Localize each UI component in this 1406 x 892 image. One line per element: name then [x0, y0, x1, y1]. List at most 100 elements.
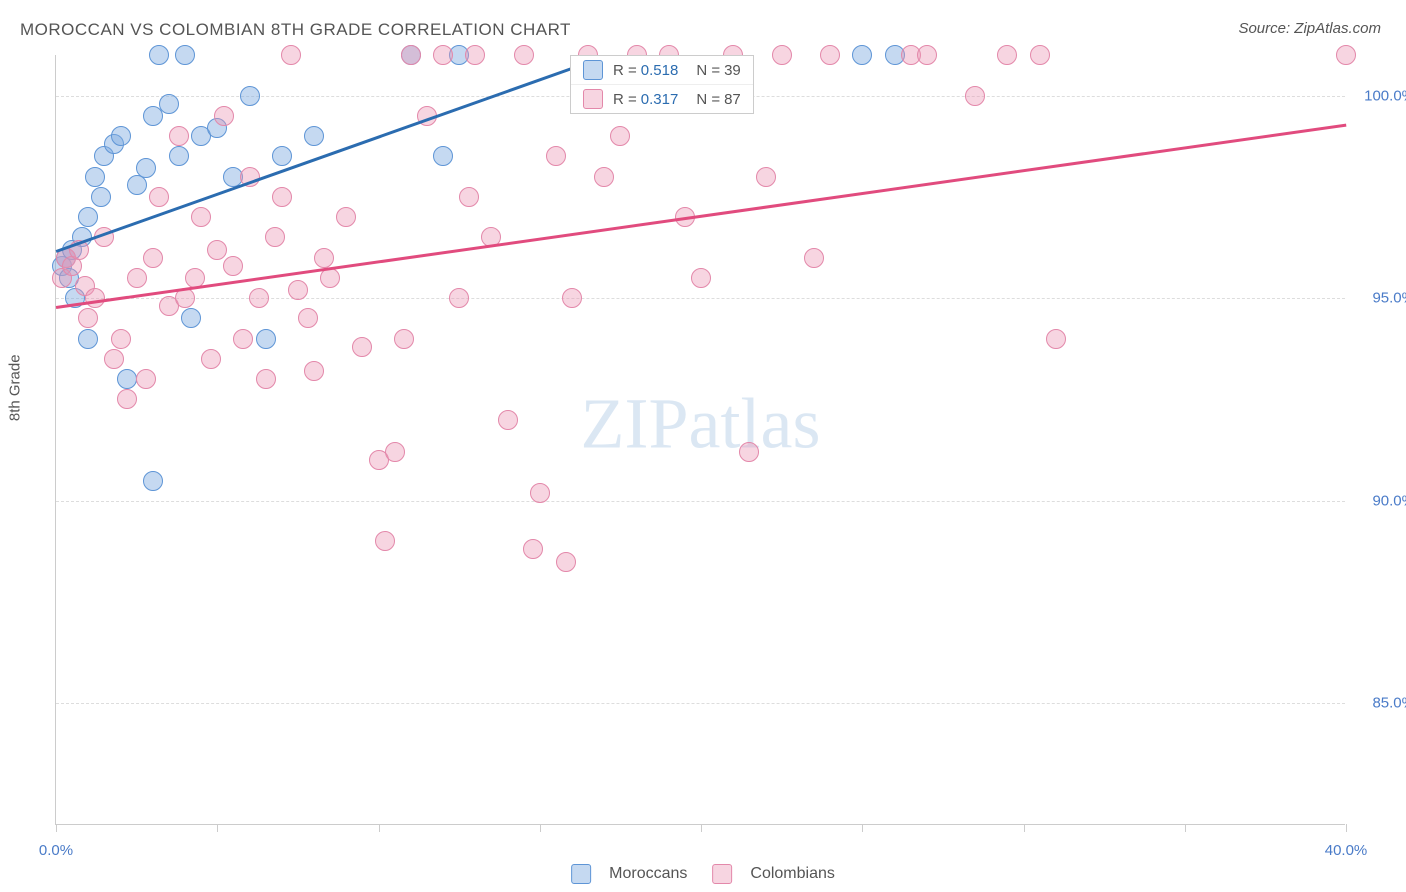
scatter-point — [256, 329, 276, 349]
x-tick — [540, 824, 541, 832]
scatter-point — [191, 207, 211, 227]
scatter-point — [169, 146, 189, 166]
watermark: ZIPatlas — [581, 383, 821, 466]
legend-swatch — [712, 864, 732, 884]
scatter-point — [314, 248, 334, 268]
scatter-point — [594, 167, 614, 187]
legend-swatch — [571, 864, 591, 884]
scatter-point — [498, 410, 518, 430]
scatter-point — [256, 369, 276, 389]
scatter-point — [433, 45, 453, 65]
scatter-point — [352, 337, 372, 357]
scatter-point — [1046, 329, 1066, 349]
x-tick-label: 0.0% — [39, 842, 73, 859]
scatter-point — [965, 86, 985, 106]
scatter-point — [530, 483, 550, 503]
scatter-point — [143, 471, 163, 491]
legend-row: R = 0.317 N = 87 — [571, 85, 753, 113]
scatter-point — [85, 288, 105, 308]
gridline — [56, 501, 1345, 502]
n-value: 87 — [724, 91, 741, 108]
y-tick-label: 90.0% — [1355, 492, 1406, 509]
scatter-point — [136, 369, 156, 389]
x-tick — [217, 824, 218, 832]
scatter-point — [917, 45, 937, 65]
y-tick-label: 100.0% — [1355, 87, 1406, 104]
scatter-point — [394, 329, 414, 349]
scatter-point — [249, 288, 269, 308]
scatter-point — [465, 45, 485, 65]
scatter-point — [320, 268, 340, 288]
legend-label: Moroccans — [609, 865, 687, 883]
scatter-point — [401, 45, 421, 65]
scatter-point — [610, 126, 630, 146]
scatter-point — [304, 126, 324, 146]
scatter-point — [804, 248, 824, 268]
y-axis-label: 8th Grade — [7, 354, 24, 421]
scatter-point — [175, 45, 195, 65]
scatter-point — [852, 45, 872, 65]
scatter-point — [739, 442, 759, 462]
scatter-point — [556, 552, 576, 572]
source-label: Source: ZipAtlas.com — [1238, 20, 1381, 37]
scatter-point — [265, 227, 285, 247]
legend-bottom: Moroccans Colombians — [571, 864, 835, 884]
x-tick-label: 40.0% — [1325, 842, 1368, 859]
scatter-point — [272, 146, 292, 166]
scatter-point — [240, 86, 260, 106]
scatter-point — [117, 389, 137, 409]
x-tick — [701, 824, 702, 832]
y-tick-label: 85.0% — [1355, 695, 1406, 712]
scatter-point — [523, 539, 543, 559]
scatter-point — [149, 187, 169, 207]
scatter-point — [149, 45, 169, 65]
legend-item: Colombians — [712, 864, 834, 884]
scatter-point — [85, 167, 105, 187]
scatter-point — [375, 531, 395, 551]
scatter-point — [111, 329, 131, 349]
scatter-point — [997, 45, 1017, 65]
r-value: 0.317 — [641, 91, 679, 108]
scatter-point — [272, 187, 292, 207]
legend-row: R = 0.518 N = 39 — [571, 56, 753, 85]
n-label: N = — [696, 91, 720, 108]
n-label: N = — [696, 62, 720, 79]
x-tick — [1024, 824, 1025, 832]
scatter-point — [514, 45, 534, 65]
scatter-point — [772, 45, 792, 65]
scatter-point — [223, 256, 243, 276]
legend-swatch — [583, 89, 603, 109]
legend-item: Moroccans — [571, 864, 687, 884]
scatter-point — [281, 45, 301, 65]
scatter-point — [433, 146, 453, 166]
trend-line — [56, 55, 605, 252]
x-tick — [862, 824, 863, 832]
scatter-point — [78, 308, 98, 328]
legend-label: Colombians — [750, 865, 834, 883]
scatter-point — [820, 45, 840, 65]
scatter-point — [385, 442, 405, 462]
scatter-point — [1336, 45, 1356, 65]
scatter-point — [562, 288, 582, 308]
scatter-point — [233, 329, 253, 349]
r-label: R = — [613, 62, 637, 79]
scatter-point — [304, 361, 324, 381]
correlation-legend: R = 0.518 N = 39 R = 0.317 N = 87 — [570, 55, 754, 114]
scatter-point — [336, 207, 356, 227]
scatter-point — [136, 158, 156, 178]
r-label: R = — [613, 91, 637, 108]
scatter-point — [181, 308, 201, 328]
y-tick-label: 95.0% — [1355, 290, 1406, 307]
scatter-point — [78, 329, 98, 349]
scatter-point — [1030, 45, 1050, 65]
scatter-point — [214, 106, 234, 126]
scatter-point — [546, 146, 566, 166]
chart-title: MOROCCAN VS COLOMBIAN 8TH GRADE CORRELAT… — [20, 20, 571, 40]
scatter-point — [288, 280, 308, 300]
scatter-point — [159, 94, 179, 114]
n-value: 39 — [724, 62, 741, 79]
scatter-point — [143, 248, 163, 268]
gridline — [56, 703, 1345, 704]
scatter-point — [459, 187, 479, 207]
r-value: 0.518 — [641, 62, 679, 79]
